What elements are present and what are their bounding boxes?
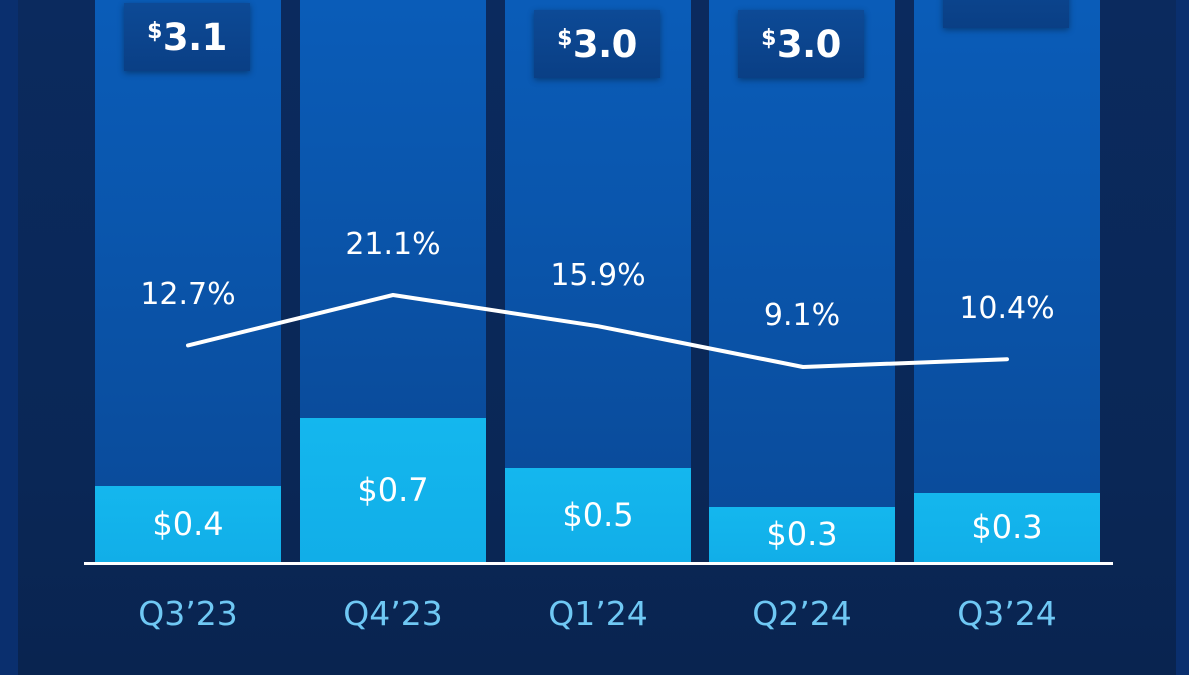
currency-symbol: $ <box>557 25 572 51</box>
pct-label-q1-24: 15.9% <box>550 258 646 293</box>
bar-total-q4-23 <box>300 0 486 418</box>
total-value: 3.0 <box>776 22 842 66</box>
x-tick-label-q4-23: Q4’23 <box>343 594 443 633</box>
segment-label-q1-24: $0.5 <box>562 496 634 534</box>
segment-label-q2-24: $0.3 <box>766 515 838 553</box>
bar-total-q3-24 <box>914 0 1100 493</box>
bar-segment-q1-24 <box>505 468 691 562</box>
segment-label-q3-23: $0.4 <box>152 505 224 543</box>
pct-label-q2-24: 9.1% <box>763 298 841 333</box>
bar-segment-q3-24 <box>914 493 1100 562</box>
segment-label-q4-23: $0.7 <box>357 471 429 509</box>
total-value: 3.0 <box>572 22 638 66</box>
total-value: 3.1 <box>162 15 228 59</box>
x-tick-label-q2-24: Q2’24 <box>752 594 852 633</box>
x-axis-baseline <box>84 562 1113 565</box>
trend-line <box>186 293 1009 369</box>
segment-label-q3-24: $0.3 <box>971 508 1043 546</box>
x-tick-label-q3-24: Q3’24 <box>957 594 1057 633</box>
x-tick-label-q1-24: Q1’24 <box>548 594 648 633</box>
currency-symbol: $ <box>761 25 776 51</box>
total-label-q1-24: $3.0 <box>534 10 660 78</box>
bar-total-q3-23 <box>95 0 281 486</box>
currency-symbol: $ <box>147 18 162 44</box>
total-label-q3-23: $3.1 <box>124 3 250 71</box>
total-label-q3-24 <box>943 0 1069 28</box>
total-label-q2-24: $3.0 <box>738 10 864 78</box>
bar-total-q1-24 <box>505 0 691 468</box>
x-tick-label-q3-23: Q3’23 <box>138 594 238 633</box>
bar-segment-q4-23 <box>300 418 486 562</box>
background-edge-left <box>0 0 18 675</box>
pct-label-q3-24: 10.4% <box>959 291 1055 326</box>
bar-segment-q3-23 <box>95 486 281 562</box>
pct-label-q4-23: 21.1% <box>345 227 441 262</box>
background-edge-right <box>1176 0 1189 675</box>
bar-total-q2-24 <box>709 0 895 507</box>
bar-segment-q2-24 <box>709 507 895 562</box>
pct-label-q3-23: 12.7% <box>140 277 236 312</box>
